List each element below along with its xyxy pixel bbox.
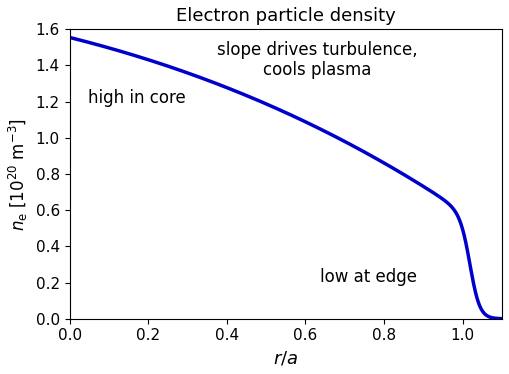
Title: Electron particle density: Electron particle density	[176, 7, 395, 25]
Text: slope drives turbulence,
cools plasma: slope drives turbulence, cools plasma	[217, 41, 417, 79]
Y-axis label: $n_{\mathrm{e}}$ $[10^{20}$ m$^{-3}]$: $n_{\mathrm{e}}$ $[10^{20}$ m$^{-3}]$	[7, 117, 30, 230]
X-axis label: $r/a$: $r/a$	[273, 349, 298, 367]
Text: high in core: high in core	[88, 89, 185, 107]
Text: low at edge: low at edge	[320, 268, 417, 286]
